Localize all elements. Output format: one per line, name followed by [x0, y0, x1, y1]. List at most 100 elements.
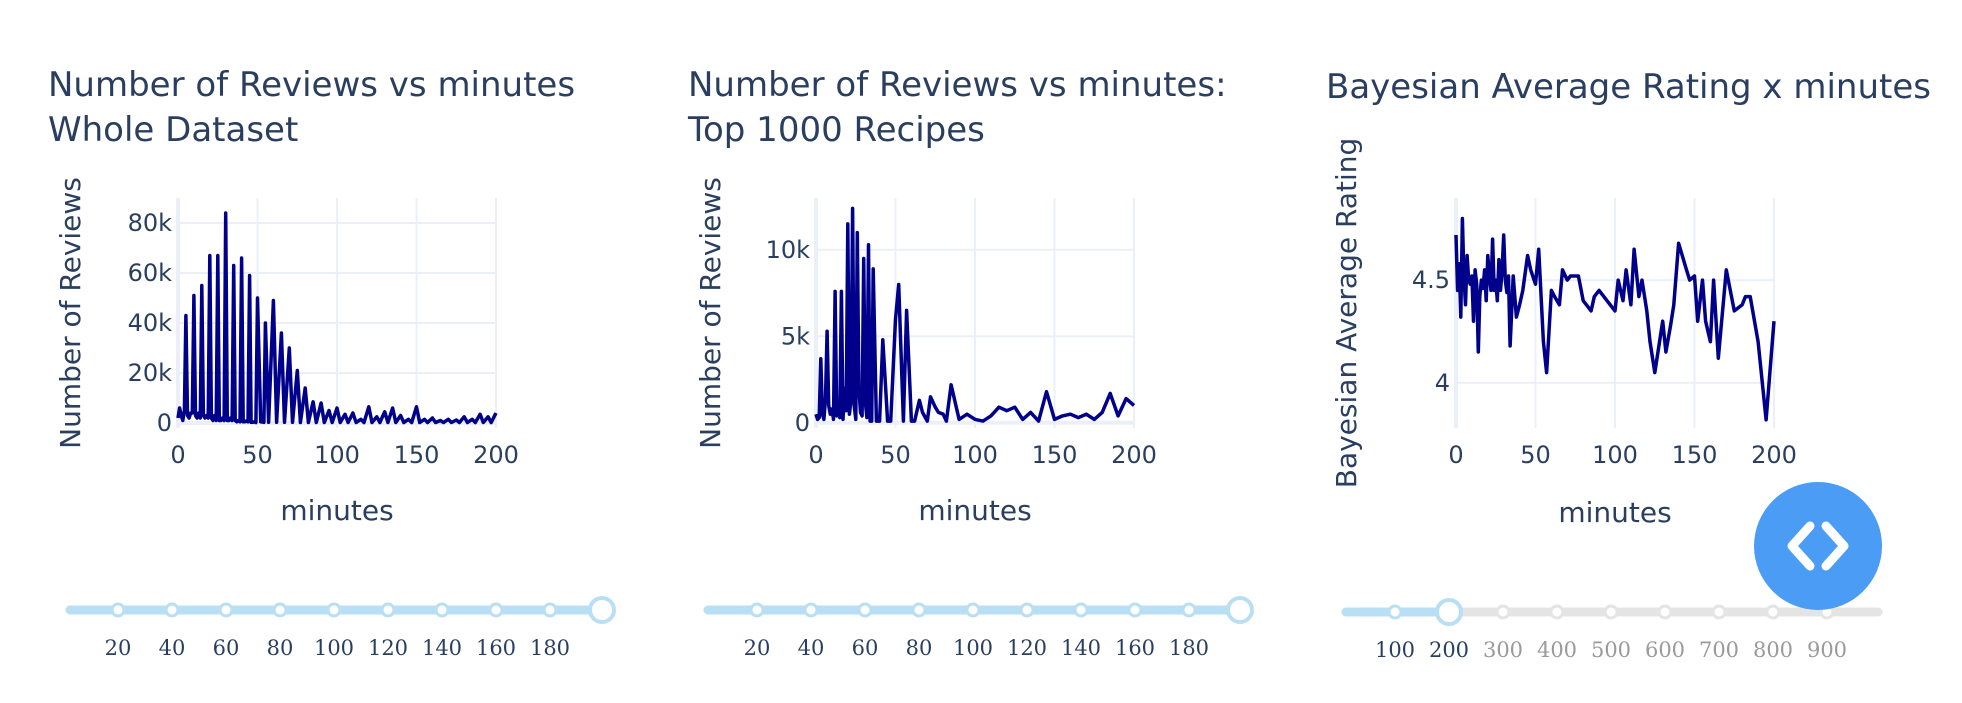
chart-panel-1: Number of Reviews vs minutes Whole Datase… — [0, 0, 650, 698]
y-tick-label: 60k — [128, 259, 173, 287]
slider-step-dot[interactable] — [380, 602, 396, 618]
slider-tick-label: 40 — [798, 636, 825, 660]
slider-step-dot[interactable] — [857, 602, 873, 618]
slider-tick-label: 140 — [1061, 636, 1101, 660]
slider-tick-label: 60 — [852, 636, 879, 660]
slider-step-dot[interactable] — [1657, 604, 1673, 620]
y-tick-label: 4 — [1435, 369, 1450, 397]
slider-step-dot[interactable] — [1073, 602, 1089, 618]
y-tick-label: 10k — [766, 236, 811, 264]
slider-step-dot[interactable] — [110, 602, 126, 618]
slider-tick-label: 400 — [1537, 638, 1577, 662]
slider-tick-label: 300 — [1483, 638, 1523, 662]
slider-tick-label: 180 — [530, 636, 570, 660]
x-tick-label: 150 — [1672, 441, 1718, 469]
chart-top-1000: Number of Reviews vs minutes: Top 1000 Re… — [687, 65, 1254, 660]
chart-title-line: Top 1000 Recipes — [687, 110, 985, 150]
chart-panel-2: Number of Reviews vs minutes: Top 1000 Re… — [650, 0, 1300, 698]
slider-tick-label: 100 — [953, 636, 993, 660]
x-tick-label: 100 — [1592, 441, 1638, 469]
slider-tick-label: 120 — [368, 636, 408, 660]
slider-tick-label: 700 — [1699, 638, 1739, 662]
slider-tick-label: 800 — [1753, 638, 1793, 662]
slider-step-dot[interactable] — [1387, 604, 1403, 620]
y-axis-title: Bayesian Average Rating — [1330, 138, 1363, 489]
slider-step-dot[interactable] — [272, 602, 288, 618]
y-tick-label: 40k — [128, 309, 173, 337]
code-toggle-button[interactable] — [1754, 482, 1882, 610]
y-axis-title: Number of Reviews — [54, 177, 87, 449]
x-tick-label: 50 — [242, 441, 273, 469]
slider-step-dot[interactable] — [1549, 604, 1565, 620]
slider-tick-label: 500 — [1591, 638, 1631, 662]
chart-bayesian-rating: Bayesian Average Rating x minutes 0 50 100 1… — [1326, 67, 1931, 662]
slider-tick-label: 180 — [1169, 636, 1209, 660]
x-tick-label: 150 — [394, 441, 440, 469]
slider-tick-label: 80 — [267, 636, 294, 660]
x-tick-label: 0 — [1448, 441, 1463, 469]
x-axis-title: minutes — [918, 494, 1031, 527]
slider-step-dot[interactable] — [488, 602, 504, 618]
slider-step-dot[interactable] — [911, 602, 927, 618]
slider-tick-label: 40 — [159, 636, 186, 660]
x-tick-label: 100 — [314, 441, 360, 469]
slider-step-dot[interactable] — [1711, 604, 1727, 620]
slider-tick-label: 100 — [1375, 638, 1415, 662]
x-tick-label: 200 — [1111, 441, 1157, 469]
series-line — [814, 206, 1136, 423]
slider-step-dot[interactable] — [164, 602, 180, 618]
slider-step-dot[interactable] — [803, 602, 819, 618]
y-tick-label: 20k — [128, 359, 173, 387]
chart-title-line: Whole Dataset — [48, 110, 298, 150]
chart-title-line: Bayesian Average Rating x minutes — [1326, 67, 1931, 107]
x-tick-label: 200 — [473, 441, 519, 469]
slider-step-dot[interactable] — [326, 602, 342, 618]
chart-title-line: Number of Reviews vs minutes — [48, 65, 575, 105]
slider-step-dot[interactable] — [1181, 602, 1197, 618]
x-axis-title: minutes — [280, 494, 393, 527]
x-tick-label: 100 — [952, 441, 998, 469]
slider-tick-label: 600 — [1645, 638, 1685, 662]
slider-tick-label: 140 — [422, 636, 462, 660]
y-tick-label: 0 — [157, 409, 172, 437]
slider-step-dot[interactable] — [965, 602, 981, 618]
slider-step-dot[interactable] — [1495, 604, 1511, 620]
chart-whole-dataset: Number of Reviews vs minutes Whole Datase… — [48, 65, 616, 660]
chart-title-line: Number of Reviews vs minutes: — [688, 65, 1227, 105]
series-line — [176, 211, 498, 425]
series-line — [1454, 216, 1776, 422]
code-brackets-icon — [1787, 521, 1849, 571]
y-tick-label: 80k — [128, 209, 173, 237]
slider-step-dot[interactable] — [1603, 604, 1619, 620]
x-axis-title: minutes — [1558, 496, 1671, 529]
slider-step-dot[interactable] — [1019, 602, 1035, 618]
x-tick-label: 0 — [170, 441, 185, 469]
slider-step-dot[interactable] — [1765, 604, 1781, 620]
y-tick-label: 5k — [781, 322, 810, 350]
slider-tick-label: 160 — [476, 636, 516, 660]
slider-step-dot[interactable] — [434, 602, 450, 618]
slider-tick-label: 60 — [213, 636, 240, 660]
slider-step-dot[interactable] — [1127, 602, 1143, 618]
slider-step-dot[interactable] — [542, 602, 558, 618]
x-tick-label: 200 — [1751, 441, 1797, 469]
slider-tick-label: 80 — [906, 636, 933, 660]
y-tick-label: 4.5 — [1412, 266, 1450, 294]
slider-tick-label: 20 — [744, 636, 771, 660]
x-tick-label: 50 — [880, 441, 911, 469]
slider-step-dot[interactable] — [749, 602, 765, 618]
slider-handle[interactable] — [588, 596, 616, 624]
slider-tick-label: 20 — [105, 636, 132, 660]
x-tick-label: 0 — [808, 441, 823, 469]
slider-handle[interactable] — [1435, 598, 1463, 626]
slider-tick-label: 100 — [314, 636, 354, 660]
slider-handle[interactable] — [1226, 596, 1254, 624]
y-axis-title: Number of Reviews — [694, 177, 727, 449]
x-tick-label: 50 — [1520, 441, 1551, 469]
y-tick-label: 0 — [795, 409, 810, 437]
slider-step-dot[interactable] — [218, 602, 234, 618]
slider-tick-label: 120 — [1007, 636, 1047, 660]
chart-panel-3: Bayesian Average Rating x minutes 0 50 100 1… — [1300, 0, 1950, 698]
slider-tick-label: 160 — [1115, 636, 1155, 660]
slider-tick-label: 200 — [1429, 638, 1469, 662]
